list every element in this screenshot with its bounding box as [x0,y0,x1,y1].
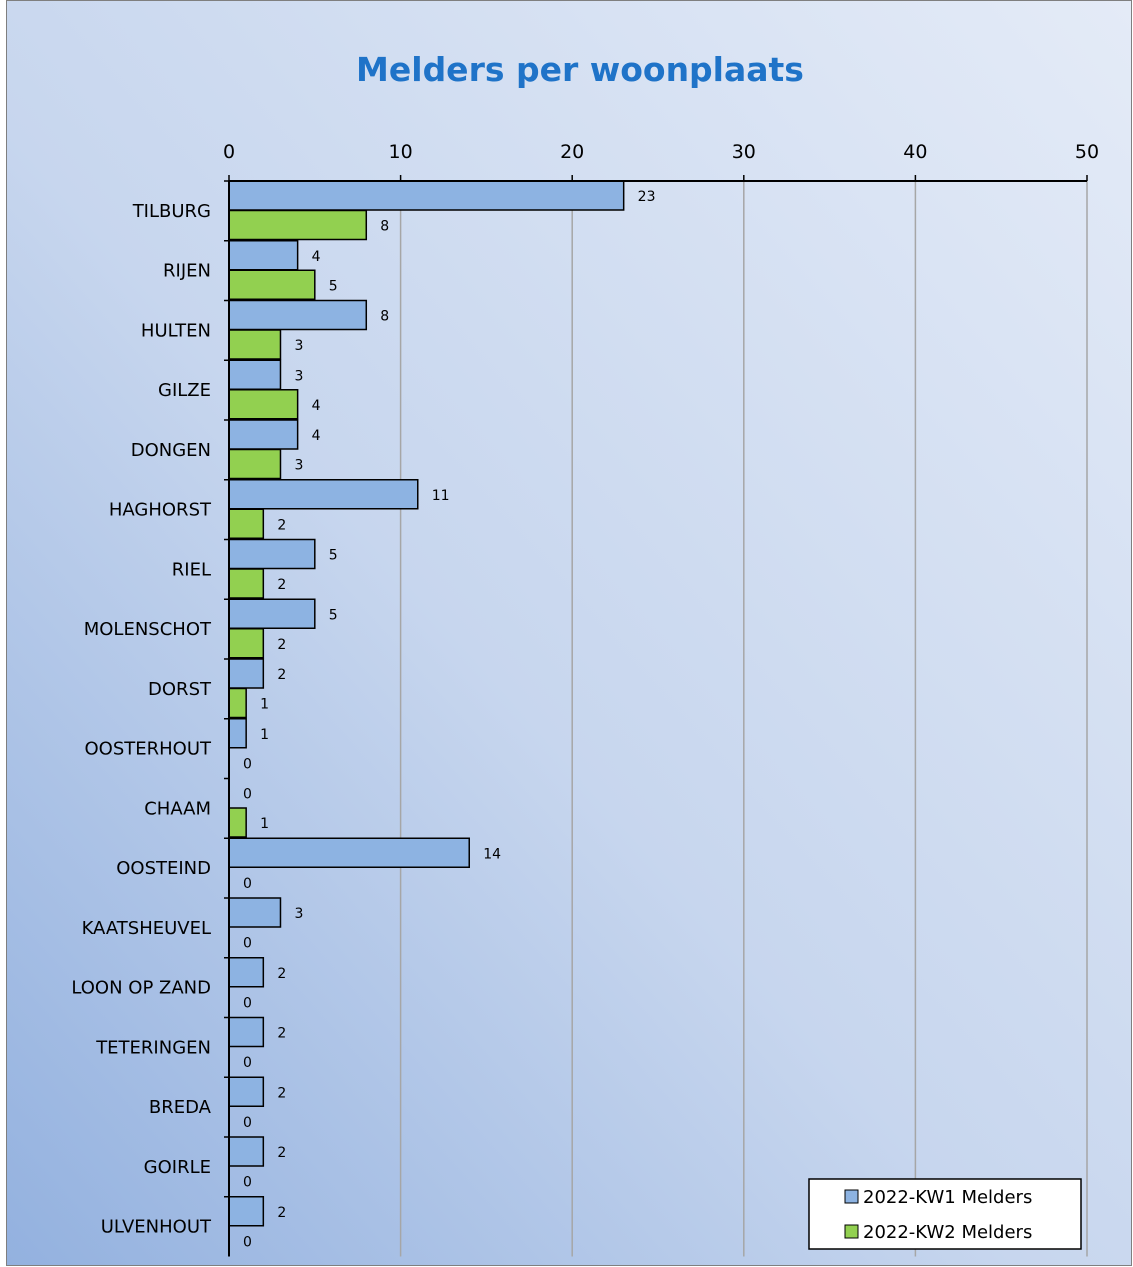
legend-label-kw1: 2022-KW1 Melders [863,1187,1032,1208]
data-label: 2 [277,1145,286,1161]
category-label: OOSTEIND [116,858,211,879]
data-label: 0 [243,787,252,803]
data-label: 2 [277,966,286,982]
data-label: 2 [277,1026,286,1042]
bar [228,240,299,271]
category-label: MOLENSCHOT [84,619,212,640]
bar [228,718,247,749]
bar [228,479,419,510]
data-label: 1 [260,816,269,832]
legend-swatch-kw2 [844,1224,859,1239]
data-label: 2 [277,667,286,683]
data-label: 2 [277,1085,286,1101]
category-label: ULVENHOUT [101,1217,212,1238]
data-label: 0 [243,1234,252,1250]
data-label: 0 [243,1175,252,1191]
bar [228,1136,265,1167]
data-label: 23 [638,189,656,205]
data-label: 5 [329,548,338,564]
bar [228,180,625,211]
category-label: KAATSHEUVEL [82,918,211,939]
data-label: 2 [277,577,286,593]
bar [228,598,316,629]
category-label: TETERINGEN [95,1037,211,1058]
category-label: TILBURG [132,201,211,222]
bar [228,508,265,539]
data-label: 5 [329,607,338,623]
data-label: 8 [380,219,389,235]
bar [228,448,282,480]
category-label: DONGEN [131,440,211,461]
axes [224,175,1088,1257]
bar [228,957,265,988]
bars [228,180,625,1227]
chart-canvas: Melders per woonplaats 238TILBURG45RIJEN… [71,50,1099,1257]
x-tick-label: 20 [560,141,584,163]
category-label: RIEL [172,559,211,580]
data-label: 3 [294,338,303,354]
bar [228,658,265,689]
chart-title: Melders per woonplaats [356,50,804,89]
category-label: GOIRLE [144,1157,211,1178]
data-label: 0 [243,995,252,1011]
category-label: HULTEN [141,320,211,341]
category-label: DORST [148,679,212,700]
legend-label-kw2: 2022-KW2 Melders [863,1222,1032,1243]
legend-swatch-kw1 [844,1189,859,1204]
category-label: HAGHORST [109,500,212,521]
legend: 2022-KW1 Melders 2022-KW2 Melders [808,1178,1082,1250]
grid-lines [399,181,1088,1257]
data-label: 2 [277,637,286,653]
x-tick-label: 50 [1075,141,1099,163]
x-tick-label: 10 [389,141,413,163]
data-label: 0 [243,1055,252,1071]
bar [228,807,247,838]
data-label: 11 [432,488,450,504]
data-label: 5 [329,278,338,294]
category-label: CHAAM [144,798,211,819]
labels: 238TILBURG45RIJEN83HULTEN34GILZE43DONGEN… [71,141,1099,1250]
data-label: 2 [277,1205,286,1221]
bar [228,389,299,420]
bar [228,568,265,599]
data-label: 1 [260,727,269,743]
x-tick-label: 40 [903,141,927,163]
bar [228,837,470,868]
category-label: LOON OP ZAND [71,978,211,999]
bar [228,329,282,360]
bar [228,299,368,331]
bar [228,687,247,719]
bar [228,1016,265,1048]
x-tick-label: 30 [732,141,756,163]
category-label: BREDA [149,1097,212,1118]
x-tick-label: 0 [223,141,235,163]
bar [228,359,282,390]
bar [228,538,316,570]
data-label: 4 [312,249,321,265]
category-label: OOSTERHOUT [84,739,212,760]
bar [228,419,299,450]
bar [228,1076,265,1107]
data-label: 8 [380,309,389,325]
data-label: 3 [294,906,303,922]
bar [228,897,282,928]
data-label: 1 [260,697,269,713]
data-label: 0 [243,936,252,952]
category-label: GILZE [158,380,211,401]
data-label: 4 [312,428,321,444]
bar [228,628,265,659]
data-label: 3 [294,458,303,474]
data-label: 4 [312,398,321,414]
category-label: RIJEN [163,261,211,282]
data-label: 2 [277,517,286,533]
bar [228,1196,265,1227]
data-label: 0 [243,876,252,892]
data-label: 0 [243,1115,252,1131]
bar [228,209,368,241]
chart-area: Melders per woonplaats 23 8 TILBURG 4 5 RIJEN… [6,0,1132,1266]
data-label: 14 [483,846,501,862]
data-label: 3 [294,368,303,384]
bar [228,269,316,300]
data-label: 0 [243,756,252,772]
